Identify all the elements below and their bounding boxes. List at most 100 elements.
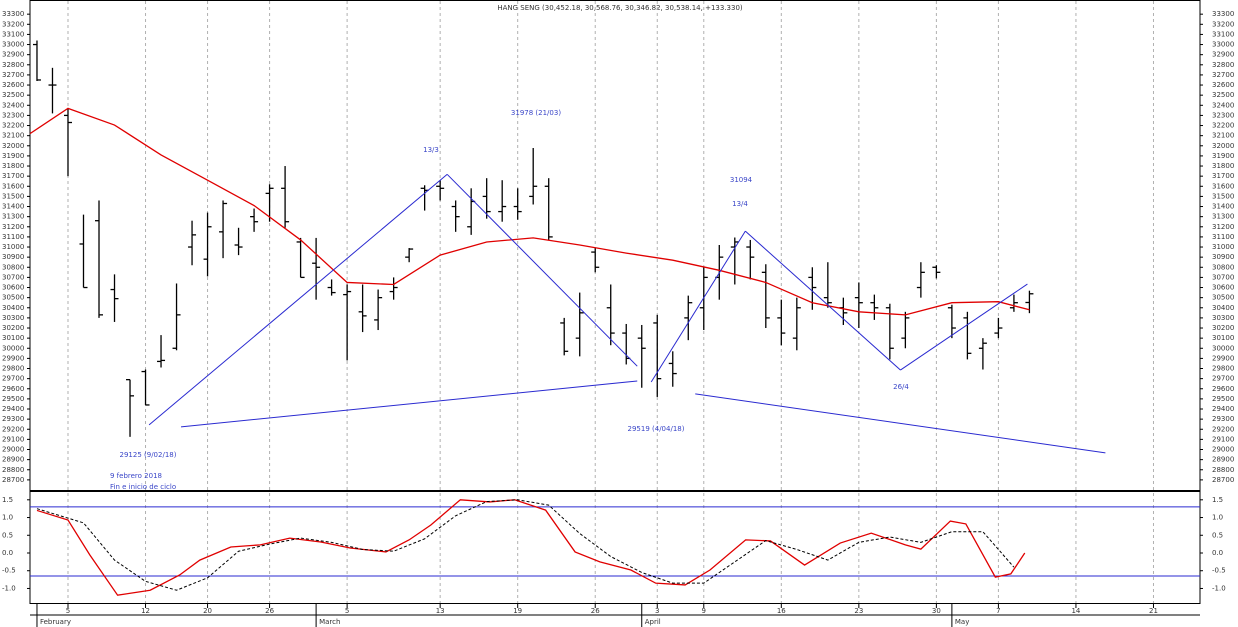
y-tick-label: 29000	[2, 446, 24, 454]
y-tick-label: 30500	[2, 294, 24, 302]
chart-title: HANG SENG (30,452.18, 30,568.76, 30,346.…	[497, 4, 743, 12]
y-tick-label: 31100	[2, 233, 24, 241]
y-tick-label: 31600	[2, 182, 24, 190]
y-tick-label: 33300	[2, 10, 24, 18]
y-tick-label: 30600	[2, 284, 24, 292]
y-tick-label: 33000	[2, 41, 24, 49]
y-tick-label: 30700	[2, 273, 24, 281]
y-tick-label-right: 30400	[1212, 304, 1234, 312]
x-tick-label: 5	[345, 607, 349, 615]
y-tick-label: 31000	[2, 243, 24, 251]
y-tick-label-right: 31000	[1212, 243, 1234, 251]
y-tick-label: 29100	[2, 435, 24, 443]
y-tick-label: 32800	[2, 61, 24, 69]
y-tick-label: 30800	[2, 263, 24, 271]
y-tick-label: 29600	[2, 385, 24, 393]
trend-line	[148, 173, 448, 426]
y-tick-label-right: 32400	[1212, 101, 1234, 109]
x-tick-label: 19	[513, 607, 522, 615]
y-tick-label-right: 0.5	[1212, 531, 1223, 539]
x-tick-label: 3	[655, 607, 659, 615]
y-tick-label: 1.5	[2, 496, 13, 504]
moving-average	[29, 107, 1030, 316]
annotation: 26/4	[893, 383, 909, 391]
y-tick-label: 31700	[2, 172, 24, 180]
y-tick-label: 32200	[2, 122, 24, 130]
y-tick-label: 30000	[2, 344, 24, 352]
y-tick-label-right: 31500	[1212, 192, 1234, 200]
y-tick-label: 30900	[2, 253, 24, 261]
y-tick-label: 32600	[2, 81, 24, 89]
y-tick-label: 33100	[2, 30, 24, 38]
annotation: 29125 (9/02/18)	[120, 451, 177, 459]
y-tick-label: 29400	[2, 405, 24, 413]
y-tick-label-right: 32700	[1212, 71, 1234, 79]
x-tick-label: 23	[854, 607, 863, 615]
y-tick-label: 31800	[2, 162, 24, 170]
trend-line	[180, 380, 638, 428]
y-tick-label-right: 31100	[1212, 233, 1234, 241]
annotation: Fin e inicio de ciclo	[110, 483, 176, 491]
y-tick-label-right: 30700	[1212, 273, 1234, 281]
y-tick-label: 29900	[2, 354, 24, 362]
annotation: 31094	[730, 176, 753, 184]
y-tick-label: 28800	[2, 466, 24, 474]
y-tick-label-right: 0.0	[1212, 549, 1223, 557]
oscillator-line	[36, 499, 1015, 591]
y-tick-label-right: 29100	[1212, 435, 1234, 443]
y-tick-label-right: 28700	[1212, 476, 1234, 484]
y-tick-label: 28700	[2, 476, 24, 484]
y-tick-label-right: 32000	[1212, 142, 1234, 150]
trend-line	[650, 230, 746, 383]
price-panel-frame	[29, 0, 1201, 491]
oscillator-line	[36, 499, 1026, 596]
y-tick-label-right: 32600	[1212, 81, 1234, 89]
y-tick-label-right: 32300	[1212, 111, 1234, 119]
y-tick-label: 31900	[2, 152, 24, 160]
y-tick-label-right: 29000	[1212, 446, 1234, 454]
y-tick-label-right: 1.5	[1212, 496, 1223, 504]
y-tick-label: 32100	[2, 132, 24, 140]
y-tick-label: 32300	[2, 111, 24, 119]
y-tick-label-right: 31700	[1212, 172, 1234, 180]
month-label: April	[645, 618, 661, 626]
x-tick-label: 12	[141, 607, 150, 615]
annotation: 13/3	[423, 146, 439, 154]
y-tick-label: 29300	[2, 415, 24, 423]
y-tick-label-right: 1.0	[1212, 514, 1223, 522]
x-tick-label: 16	[777, 607, 786, 615]
y-tick-label: 0.0	[2, 549, 13, 557]
y-tick-label: 0.5	[2, 531, 13, 539]
y-tick-label-right: 29900	[1212, 354, 1234, 362]
y-tick-label-right: 29600	[1212, 385, 1234, 393]
trend-line	[446, 173, 638, 367]
y-tick-label: 31200	[2, 223, 24, 231]
y-tick-label: 32400	[2, 101, 24, 109]
y-tick-label-right: 30500	[1212, 294, 1234, 302]
y-tick-label-right: 29300	[1212, 415, 1234, 423]
y-tick-label-right: 30600	[1212, 284, 1234, 292]
y-tick-label-right: -1.0	[1212, 584, 1226, 592]
y-tick-label-right: 32500	[1212, 91, 1234, 99]
annotation: 9 febrero 2018	[110, 472, 162, 480]
x-tick-label: 26	[265, 607, 274, 615]
y-tick-label: 32700	[2, 71, 24, 79]
y-tick-label-right: 30300	[1212, 314, 1234, 322]
x-tick-label: 26	[591, 607, 600, 615]
y-tick-label-right: 33200	[1212, 20, 1234, 28]
y-tick-label-right: 32100	[1212, 132, 1234, 140]
y-tick-label-right: 31200	[1212, 223, 1234, 231]
y-tick-label-right: 28800	[1212, 466, 1234, 474]
y-tick-label-right: 32200	[1212, 122, 1234, 130]
y-tick-label: 29500	[2, 395, 24, 403]
y-tick-label-right: 29800	[1212, 365, 1234, 373]
y-tick-label: 30200	[2, 324, 24, 332]
month-label: March	[319, 618, 340, 626]
y-tick-label-right: 29500	[1212, 395, 1234, 403]
y-tick-label: 32000	[2, 142, 24, 150]
x-tick-label: 13	[436, 607, 445, 615]
y-tick-label-right: 31900	[1212, 152, 1234, 160]
oscillator-panel-frame	[29, 491, 1201, 604]
